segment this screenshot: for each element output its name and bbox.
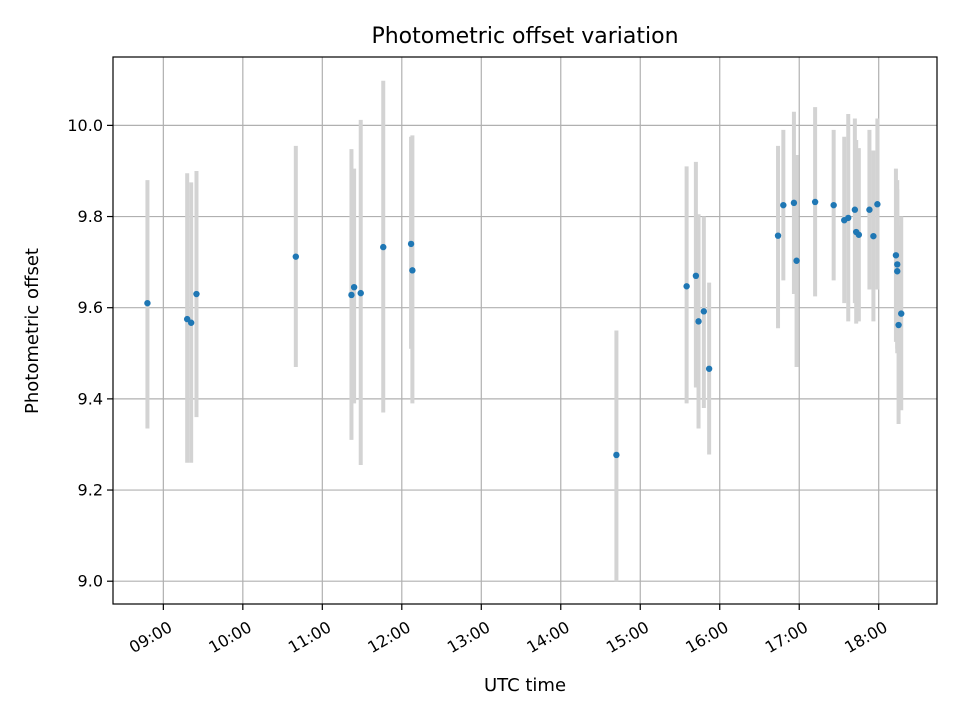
y-axis-label: Photometric offset <box>22 248 43 414</box>
data-point <box>348 291 355 299</box>
data-point <box>692 272 700 279</box>
y-tick-label: 9.4 <box>78 389 103 408</box>
data-point <box>144 299 151 307</box>
data-point <box>830 201 837 209</box>
y-tick-label: 10.0 <box>67 116 103 135</box>
chart-title: Photometric offset variation <box>371 24 678 49</box>
y-tick-label: 9.8 <box>78 207 103 226</box>
data-point <box>895 321 902 329</box>
data-point <box>780 201 787 209</box>
data-point <box>790 199 798 207</box>
y-tick-label: 9.6 <box>78 298 103 317</box>
data-point <box>193 290 200 298</box>
data-point <box>187 319 195 326</box>
data-point <box>892 252 900 259</box>
y-tick-label: 9.0 <box>78 572 103 591</box>
data-point <box>292 253 300 260</box>
data-point <box>705 365 713 372</box>
data-point <box>407 240 415 248</box>
data-point <box>870 232 877 240</box>
data-point <box>894 268 901 275</box>
y-tick-label: 9.2 <box>78 481 103 500</box>
data-point <box>866 206 873 213</box>
grid-layer <box>113 57 937 604</box>
data-point <box>380 243 387 251</box>
data-point <box>874 201 881 208</box>
data-point <box>700 308 708 315</box>
data-point <box>357 289 364 297</box>
data-point <box>683 283 690 290</box>
data-point <box>695 318 702 325</box>
data-point <box>898 310 905 317</box>
data-point <box>793 257 800 264</box>
x-axis-label: UTC time <box>484 675 566 696</box>
data-point <box>613 451 620 459</box>
data-point <box>409 267 416 274</box>
data-point <box>811 198 819 206</box>
data-point <box>851 206 859 213</box>
data-point <box>774 232 782 239</box>
point-layer <box>144 198 905 459</box>
data-point <box>894 261 901 268</box>
data-point <box>855 231 863 238</box>
data-point <box>845 214 852 222</box>
plot-frame <box>112 56 938 605</box>
data-point <box>350 283 358 291</box>
